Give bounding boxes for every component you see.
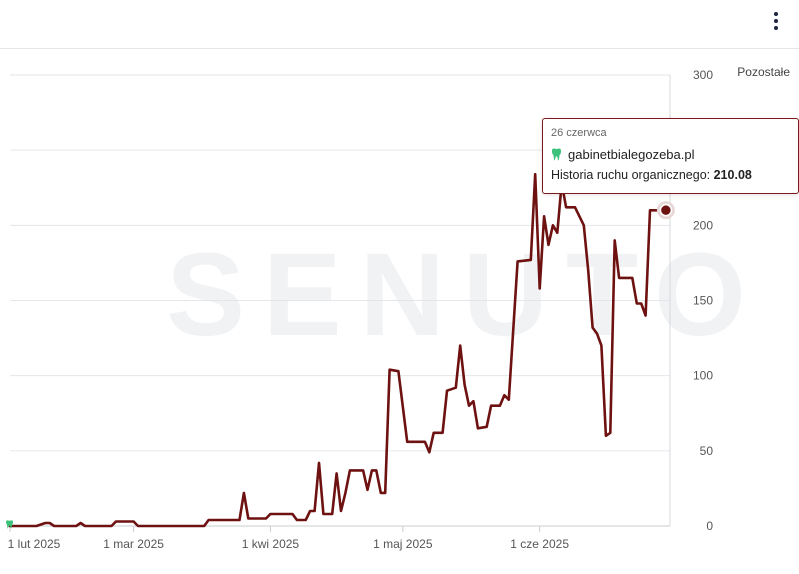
x-tick-label: 1 lut 2025	[8, 537, 61, 551]
x-tick-label: 1 cze 2025	[510, 537, 569, 551]
tooth-shape	[6, 520, 13, 529]
x-tick-label: 1 kwi 2025	[242, 537, 300, 551]
y-tick-label: 0	[706, 519, 713, 533]
x-tick-label: 1 mar 2025	[103, 537, 164, 551]
y-tick-label: 150	[693, 294, 713, 308]
legend-label: Pozostałe	[737, 65, 790, 79]
chart-header	[0, 0, 799, 49]
tooltip-site: gabinetbialegozeba.pl	[568, 147, 695, 162]
y-tick-label: 200	[693, 218, 713, 232]
tooltip: 26 czerwca gabinetbialegozeba.pl Histori…	[542, 118, 799, 194]
x-tick-label: 1 maj 2025	[373, 537, 433, 551]
series-line	[8, 172, 668, 528]
y-axis: 0 50 100 150 200 300	[693, 68, 713, 533]
highlight-point	[659, 203, 673, 217]
kebab-menu-icon[interactable]	[771, 12, 781, 34]
tooltip-metric-label: Historia ruchu organicznego:	[551, 168, 711, 182]
tooth-icon	[552, 148, 561, 161]
y-tick-label: 100	[693, 369, 713, 383]
tooltip-date: 26 czerwca	[551, 127, 607, 139]
y-tick-label: 50	[700, 444, 714, 458]
markers-layer	[6, 201, 675, 529]
tooltip-metric-value: 210.08	[713, 168, 752, 182]
tooltip-metric: Historia ruchu organicznego: 210.08	[551, 168, 790, 182]
series-layer	[8, 172, 668, 528]
y-tick-label: 300	[693, 68, 713, 82]
watermark-logo: SENUTO	[166, 229, 764, 361]
x-axis: 1 lut 2025 1 mar 2025 1 kwi 2025 1 maj 2025…	[8, 526, 569, 551]
tooltip-site-row: gabinetbialegozeba.pl	[551, 147, 790, 162]
start-tooth-icon	[6, 520, 13, 529]
